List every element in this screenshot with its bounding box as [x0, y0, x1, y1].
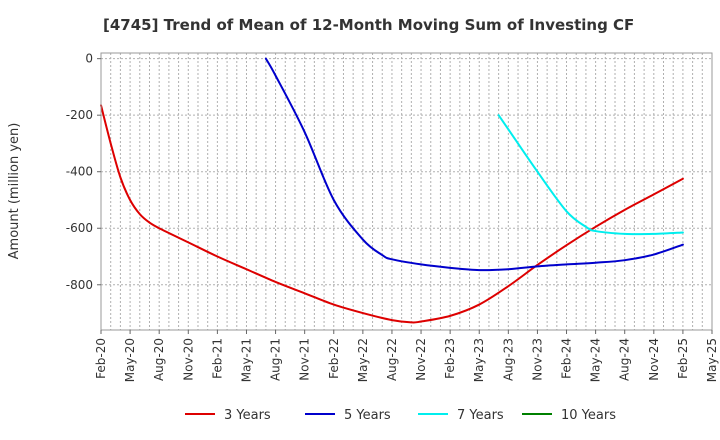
x-tick-label: Feb-21 [210, 338, 224, 379]
legend-label-7-years: 7 Years [457, 408, 504, 423]
grid [101, 53, 712, 330]
series-line-3-years [100, 104, 684, 324]
x-tick-label: Aug-21 [269, 338, 283, 381]
legend-label-10-years: 10 Years [561, 408, 616, 423]
x-tick-label: Feb-25 [676, 338, 690, 379]
x-tick-label: May-25 [705, 338, 719, 382]
plot-frame [100, 52, 713, 331]
x-tick-label: Aug-23 [501, 338, 515, 381]
x-tick-label: Nov-22 [414, 338, 428, 381]
legend-label-3-years: 3 Years [224, 408, 271, 423]
x-tick-label: May-20 [123, 338, 137, 382]
y-axis-label: Amount (million yen) [7, 123, 22, 260]
series-line-5-years [264, 57, 684, 272]
y-tick-label: -400 [66, 165, 93, 179]
plot-background [101, 53, 712, 330]
y-tick-label: -600 [66, 221, 93, 235]
x-tick-label: May-21 [239, 338, 253, 382]
x-tick-label: May-22 [356, 338, 370, 382]
y-tick-label: -200 [66, 108, 93, 122]
plot-area [101, 53, 712, 330]
x-tick-label: May-23 [472, 338, 486, 382]
x-tick-label: Aug-20 [152, 338, 166, 381]
x-tick-label: Feb-23 [443, 338, 457, 379]
x-tick-label: Nov-20 [181, 338, 195, 381]
series-line-7-years [497, 114, 684, 236]
x-tick-label: Feb-22 [327, 338, 341, 379]
x-tick-label: Aug-24 [618, 338, 632, 381]
chart-title: [4745] Trend of Mean of 12-Month Moving … [103, 16, 634, 34]
x-tick-label: May-24 [589, 338, 603, 382]
x-tick-label: Feb-24 [560, 338, 574, 379]
series-layer [100, 57, 684, 324]
y-axis-ticks: 0 -200 -400 -600 -800 [66, 52, 101, 292]
legend: 3 Years 5 Years 7 Years 10 Years [185, 408, 616, 423]
y-tick-label: -800 [66, 278, 93, 292]
x-tick-label: Nov-21 [298, 338, 312, 381]
y-tick-label: 0 [85, 52, 93, 66]
x-tick-label: Feb-20 [94, 338, 108, 379]
legend-label-5-years: 5 Years [344, 408, 391, 423]
x-tick-label: Nov-23 [530, 338, 544, 381]
x-tick-label: Nov-24 [647, 338, 661, 381]
x-axis-ticks: Feb-20 May-20 Aug-20 Nov-20 Feb-21 May-21 Aug-… [94, 330, 719, 382]
x-tick-label: Aug-22 [385, 338, 399, 381]
